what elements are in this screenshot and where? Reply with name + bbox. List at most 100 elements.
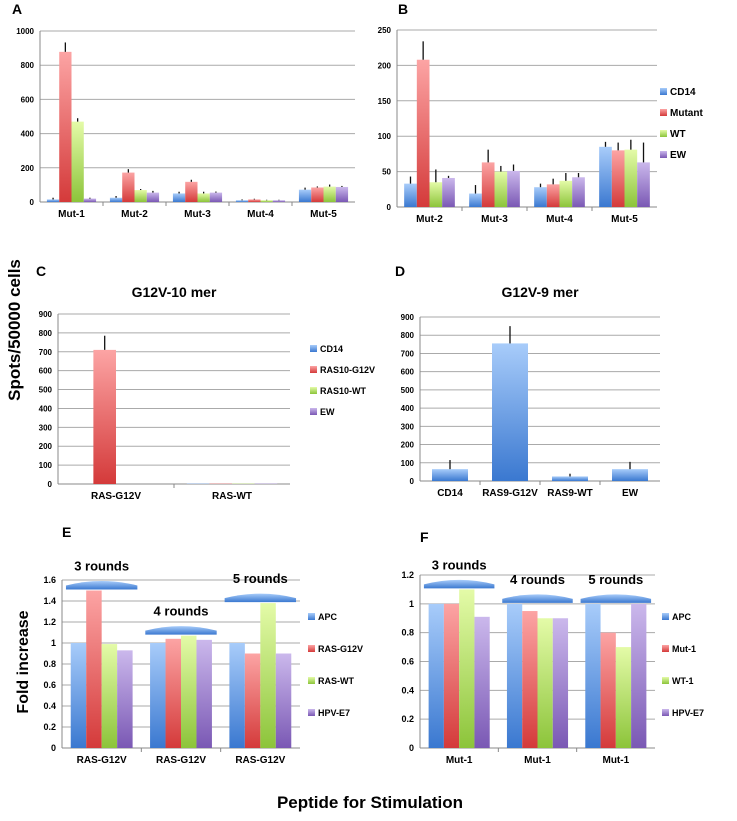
legend-swatch [662, 677, 669, 684]
brace-icon [225, 594, 296, 603]
y-tick-label: 300 [401, 422, 415, 431]
panel-label: E [62, 524, 71, 540]
bar [166, 639, 181, 748]
bar [560, 181, 573, 207]
brace-icon [145, 626, 216, 635]
x-tick-label: RAS-G12V [156, 755, 206, 766]
bar [198, 193, 210, 202]
x-tick-label: Mut-2 [121, 209, 148, 220]
bar [336, 187, 348, 202]
bar [429, 604, 444, 748]
y-tick-label: 1.2 [401, 570, 414, 580]
bar [585, 604, 600, 748]
bar [72, 122, 84, 202]
y-tick-label: 250 [378, 26, 392, 35]
bar [495, 172, 508, 207]
legend-swatch [310, 366, 317, 373]
bar [84, 199, 96, 202]
legend-label: EW [670, 150, 687, 161]
group-annotation: 5 rounds [233, 571, 288, 586]
bar [248, 199, 260, 202]
bar [522, 611, 537, 748]
y-tick-label: 1.4 [43, 596, 56, 606]
bar [637, 162, 650, 207]
bar [185, 182, 197, 202]
y-tick-label: 800 [39, 329, 53, 338]
legend-label: WT [670, 129, 686, 140]
bar [299, 190, 311, 202]
bar [547, 184, 560, 207]
bar [599, 147, 612, 207]
legend-label: CD14 [320, 344, 343, 354]
bar [507, 171, 520, 207]
y-tick-label: 1 [51, 638, 56, 648]
group-annotation: 5 rounds [588, 572, 643, 587]
legend-swatch [660, 109, 667, 116]
group-annotation: 3 rounds [74, 559, 129, 574]
bar [276, 654, 291, 749]
bar [273, 200, 285, 202]
y-tick-label: 400 [401, 404, 415, 413]
bar [553, 618, 568, 748]
group-annotation: 4 rounds [510, 572, 565, 587]
legend-swatch [660, 130, 667, 137]
bar [229, 643, 244, 748]
bar [93, 350, 116, 484]
bar [135, 190, 147, 202]
y-tick-label: 700 [401, 349, 415, 358]
y-tick-label: 200 [39, 442, 53, 451]
bar [534, 187, 547, 207]
y-tick-label: 200 [21, 164, 35, 173]
y-tick-label: 1.2 [43, 617, 56, 627]
bar [631, 604, 646, 748]
y-tick-label: 0 [387, 203, 392, 212]
brace-icon [502, 594, 573, 603]
bar [601, 633, 616, 748]
legend-label: Mutant [670, 108, 703, 119]
legend-swatch [662, 613, 669, 620]
bar [612, 469, 648, 481]
y-tick-label: 0.2 [43, 722, 56, 732]
y-axis-label-spots: Spots/50000 cells [5, 259, 24, 401]
legend-label: Mut-1 [672, 644, 696, 654]
bar [507, 604, 522, 748]
x-tick-label: EW [622, 488, 639, 499]
bar [122, 173, 134, 202]
bar [261, 200, 273, 202]
x-tick-label: RAS-G12V [235, 755, 285, 766]
brace-icon [581, 594, 652, 603]
y-tick-label: 800 [401, 331, 415, 340]
y-tick-label: 1 [409, 599, 414, 609]
legend-label: WT-1 [672, 676, 694, 686]
bar [86, 591, 101, 749]
y-tick-label: 400 [21, 130, 35, 139]
bar [482, 162, 495, 207]
legend-label: APC [318, 612, 338, 622]
legend-label: RAS-WT [318, 676, 354, 686]
brace-icon [424, 580, 495, 589]
legend-swatch [308, 677, 315, 684]
y-tick-label: 900 [39, 310, 53, 319]
x-tick-label: RAS9-G12V [482, 488, 538, 499]
y-tick-label: 150 [378, 97, 392, 106]
bar [59, 52, 71, 202]
legend-label: RAS10-WT [320, 386, 367, 396]
y-tick-label: 50 [382, 168, 391, 177]
x-tick-label: RAS-G12V [77, 755, 127, 766]
bar [417, 60, 430, 207]
x-tick-label: Mut-1 [58, 209, 85, 220]
legend-label: RAS10-G12V [320, 365, 375, 375]
y-tick-label: 0 [409, 743, 414, 753]
y-axis-label-fold: Fold increase [15, 610, 32, 713]
legend-swatch [308, 613, 315, 620]
bar [147, 193, 159, 202]
chart-title: G12V-10 mer [132, 284, 217, 300]
y-tick-label: 0 [30, 198, 35, 207]
y-tick-label: 900 [401, 313, 415, 322]
bar [324, 187, 336, 202]
